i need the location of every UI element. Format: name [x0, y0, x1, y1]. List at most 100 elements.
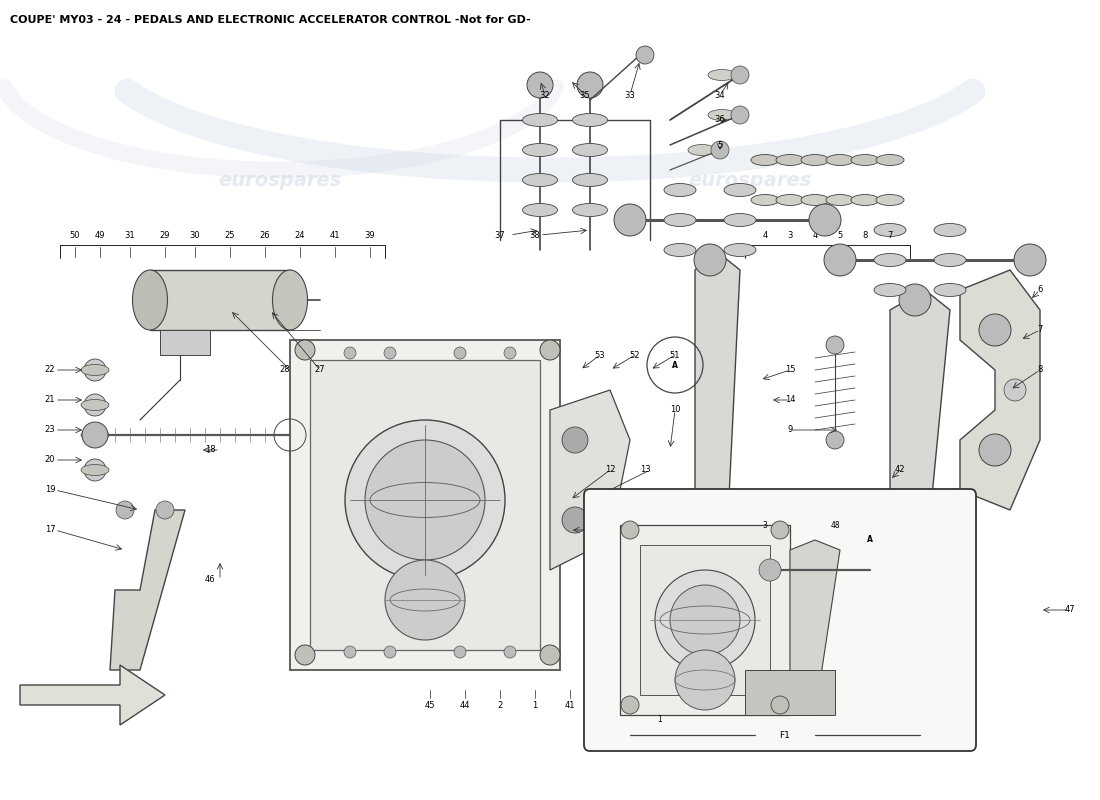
- Ellipse shape: [724, 243, 756, 257]
- Text: 1: 1: [532, 701, 538, 710]
- Circle shape: [504, 646, 516, 658]
- Circle shape: [824, 244, 856, 276]
- Ellipse shape: [934, 283, 966, 297]
- Bar: [745, 670, 835, 715]
- Text: 40: 40: [600, 701, 610, 710]
- Text: 48: 48: [830, 521, 839, 530]
- Text: 52: 52: [629, 350, 640, 359]
- Circle shape: [899, 284, 931, 316]
- Ellipse shape: [934, 254, 966, 266]
- Circle shape: [454, 347, 466, 359]
- Circle shape: [527, 72, 553, 98]
- Circle shape: [636, 46, 654, 64]
- Circle shape: [82, 422, 108, 448]
- Circle shape: [384, 347, 396, 359]
- Text: A: A: [867, 535, 873, 545]
- Text: 48: 48: [894, 535, 905, 545]
- Ellipse shape: [664, 183, 696, 197]
- Text: 38: 38: [529, 230, 540, 239]
- Ellipse shape: [876, 194, 904, 206]
- Ellipse shape: [522, 203, 558, 217]
- Text: 23: 23: [45, 426, 55, 434]
- Circle shape: [84, 394, 106, 416]
- Polygon shape: [890, 290, 950, 620]
- Text: 45: 45: [425, 701, 436, 710]
- Ellipse shape: [801, 194, 829, 206]
- Ellipse shape: [664, 243, 696, 257]
- Text: 36: 36: [715, 115, 725, 125]
- Circle shape: [1014, 244, 1046, 276]
- Circle shape: [578, 72, 603, 98]
- Ellipse shape: [522, 174, 558, 186]
- Text: 5: 5: [837, 230, 843, 239]
- Text: F1: F1: [780, 730, 791, 739]
- Circle shape: [504, 347, 516, 359]
- Text: 37: 37: [495, 230, 505, 239]
- Text: 3: 3: [788, 230, 793, 239]
- Circle shape: [826, 336, 844, 354]
- Ellipse shape: [522, 114, 558, 126]
- Polygon shape: [960, 270, 1040, 510]
- Circle shape: [614, 204, 646, 236]
- Ellipse shape: [708, 70, 736, 81]
- Text: 44: 44: [460, 701, 471, 710]
- Circle shape: [84, 359, 106, 381]
- Text: 20: 20: [45, 455, 55, 465]
- Text: 4: 4: [813, 230, 817, 239]
- Text: 1: 1: [658, 715, 662, 725]
- Ellipse shape: [688, 145, 716, 155]
- Text: 35: 35: [580, 90, 591, 99]
- Text: 24: 24: [295, 230, 306, 239]
- Ellipse shape: [81, 430, 109, 441]
- Text: 27: 27: [315, 366, 326, 374]
- Ellipse shape: [572, 203, 607, 217]
- Text: eurospares: eurospares: [689, 170, 812, 190]
- Text: 32: 32: [540, 90, 550, 99]
- Ellipse shape: [751, 154, 779, 166]
- Text: 41: 41: [564, 701, 575, 710]
- Text: 49: 49: [95, 230, 106, 239]
- Text: 33: 33: [625, 90, 636, 99]
- Text: 34: 34: [715, 90, 725, 99]
- Circle shape: [759, 559, 781, 581]
- Text: 26: 26: [260, 230, 271, 239]
- Text: 8: 8: [1037, 366, 1043, 374]
- Circle shape: [808, 204, 842, 236]
- Text: 17: 17: [45, 526, 55, 534]
- Bar: [310, 360, 540, 650]
- Polygon shape: [550, 390, 630, 570]
- Circle shape: [295, 340, 315, 360]
- Text: 18: 18: [205, 446, 216, 454]
- Text: 50: 50: [69, 230, 80, 239]
- Circle shape: [540, 645, 560, 665]
- Bar: [640, 545, 770, 695]
- Circle shape: [385, 560, 465, 640]
- Ellipse shape: [132, 270, 167, 330]
- Bar: [620, 525, 790, 715]
- Ellipse shape: [801, 154, 829, 166]
- Circle shape: [84, 459, 106, 481]
- Bar: [150, 270, 290, 330]
- Ellipse shape: [273, 270, 308, 330]
- Ellipse shape: [724, 214, 756, 226]
- Circle shape: [979, 434, 1011, 466]
- Text: 21: 21: [45, 395, 55, 405]
- Text: 29: 29: [160, 230, 170, 239]
- Polygon shape: [20, 665, 165, 725]
- Text: 43: 43: [894, 501, 905, 510]
- Circle shape: [826, 431, 844, 449]
- Text: 19: 19: [45, 486, 55, 494]
- FancyBboxPatch shape: [584, 489, 976, 751]
- Circle shape: [711, 141, 729, 159]
- Polygon shape: [695, 250, 740, 580]
- Bar: [850, 550, 950, 620]
- Text: 7: 7: [888, 230, 893, 239]
- Ellipse shape: [826, 194, 854, 206]
- Text: 15: 15: [784, 366, 795, 374]
- Circle shape: [540, 340, 560, 360]
- Ellipse shape: [876, 154, 904, 166]
- Text: 5: 5: [717, 141, 723, 150]
- Text: 46: 46: [205, 575, 216, 585]
- Text: 10: 10: [670, 406, 680, 414]
- Circle shape: [384, 646, 396, 658]
